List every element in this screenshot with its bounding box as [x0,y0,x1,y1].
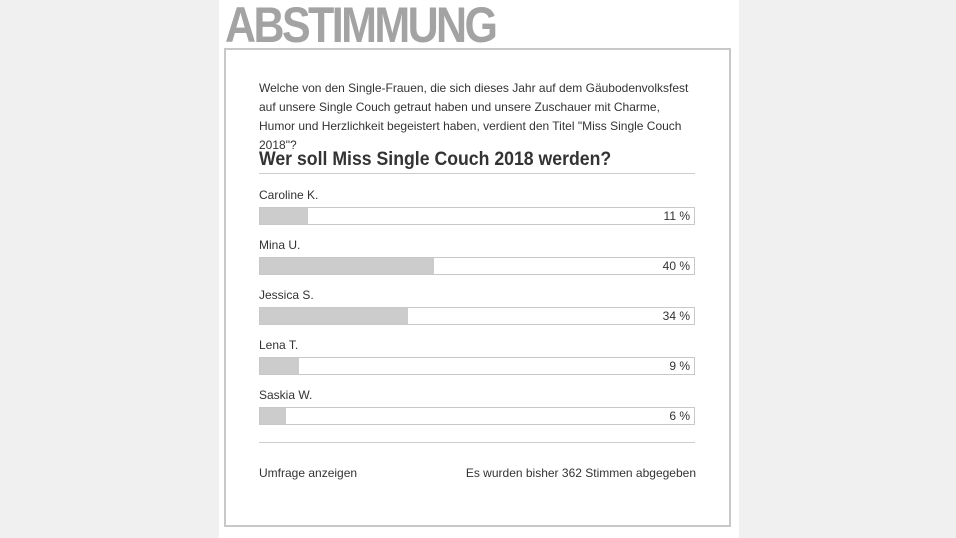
poll-option-mina[interactable]: Mina U. 40 % [259,238,695,288]
result-bar-fill [260,258,434,274]
result-percent: 6 % [669,409,690,423]
result-bar-fill [260,308,408,324]
logo-heading: ABSTIMMUNG [225,0,498,53]
option-label: Mina U. [259,238,301,252]
result-bar: 6 % [259,407,695,425]
page: ABSTIMMUNG Welche von den Single-Frauen,… [219,0,739,538]
result-percent: 40 % [662,259,690,273]
vote-count: Es wurden bisher 362 Stimmen abgegeben [465,466,696,480]
option-label: Lena T. [259,338,299,352]
poll-intro: Welche von den Single-Frauen, die sich d… [259,81,689,152]
show-poll-link[interactable]: Umfrage anzeigen [259,466,358,480]
result-percent: 9 % [669,359,690,373]
poll-option-saskia[interactable]: Saskia W. 6 % [259,388,695,438]
result-bar: 11 % [259,207,695,225]
divider [259,173,695,174]
option-label: Caroline K. [259,188,319,202]
poll-option-jessica[interactable]: Jessica S. 34 % [259,288,695,338]
result-bar: 40 % [259,257,695,275]
result-bar: 9 % [259,357,695,375]
result-bar-fill [260,358,300,374]
divider [259,442,695,443]
poll-question: Wer soll Miss Single Couch 2018 werden? [259,149,612,170]
poll-box: Welche von den Single-Frauen, die sich d… [224,48,731,527]
result-bar: 34 % [259,307,695,325]
result-bar-fill [260,408,287,424]
option-label: Saskia W. [259,388,313,402]
result-percent: 11 % [663,209,690,223]
option-label: Jessica S. [259,288,314,302]
result-percent: 34 % [662,309,690,323]
poll-option-caroline[interactable]: Caroline K. 11 % [259,188,695,238]
result-bar-fill [260,208,308,224]
poll-options: Caroline K. 11 % Mina U. 40 % Jessica S.… [259,188,695,438]
poll-option-lena[interactable]: Lena T. 9 % [259,338,695,388]
